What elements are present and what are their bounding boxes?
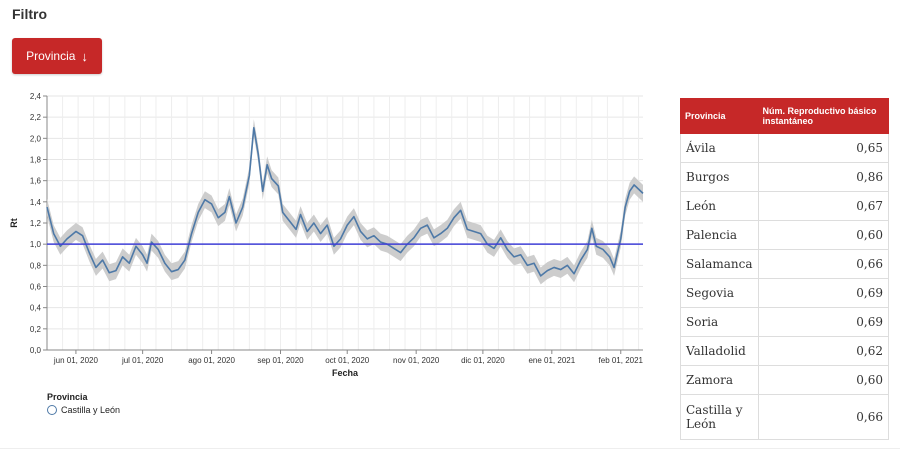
divider [0, 448, 900, 449]
province-cell: Castilla y León [680, 394, 759, 440]
province-button-label: Provincia [26, 49, 76, 63]
y-tick-label: 2,2 [30, 113, 42, 122]
y-tick-label: 0,6 [30, 283, 42, 292]
province-cell: Ávila [680, 133, 759, 163]
legend-item-label: Castilla y León [61, 405, 121, 415]
table-row: Ávila 0,65 [680, 133, 890, 163]
table-row: Burgos 0,86 [680, 162, 890, 192]
table-row: Salamanca 0,66 [680, 249, 890, 279]
x-tick-label: ene 01, 2021 [528, 356, 575, 365]
x-tick-label: nov 01, 2020 [393, 356, 440, 365]
table-row: Valladolid 0,62 [680, 336, 890, 366]
province-cell: Burgos [680, 162, 759, 192]
province-cell: Salamanca [680, 249, 759, 279]
rt-value-cell: 0,69 [757, 278, 890, 308]
legend-title: Provincia [47, 392, 88, 402]
y-axis-title: Rt [9, 218, 19, 228]
rt-value-cell: 0,66 [757, 249, 890, 279]
x-tick-label: jun 01, 2020 [53, 356, 99, 365]
rt-value-cell: 0,65 [757, 133, 890, 163]
y-tick-label: 1,6 [30, 177, 42, 186]
x-tick-label: ago 01, 2020 [188, 356, 235, 365]
y-tick-label: 2,0 [30, 134, 42, 143]
province-cell: Zamora [680, 365, 759, 395]
y-tick-label: 0,4 [30, 304, 42, 313]
x-tick-label: sep 01, 2020 [257, 356, 304, 365]
x-axis-title: Fecha [332, 368, 359, 378]
province-cell: Valladolid [680, 336, 759, 366]
chart-legend: Provincia Castilla y León [47, 392, 120, 415]
rt-line-chart: 0,0 0,2 0,4 0,6 0,8 1,0 1,2 1,4 1,6 1,8 2,0 2,2 2,4 j… [9, 92, 644, 378]
x-tick-label: dic 01, 2020 [461, 356, 505, 365]
y-tick-label: 1,8 [30, 156, 42, 165]
y-tick-label: 1,2 [30, 219, 42, 228]
y-tick-label: 1,4 [30, 198, 42, 207]
x-tick-label: jul 01, 2020 [121, 356, 164, 365]
province-rt-table: Provincia Núm. Reproductivo básico insta… [680, 98, 890, 440]
rt-series-line [46, 126, 644, 277]
filter-title: Filtro [12, 6, 47, 22]
table-header-row: Provincia Núm. Reproductivo básico insta… [680, 98, 890, 134]
legend-circle-icon [47, 405, 57, 415]
province-cell: Soria [680, 307, 759, 337]
x-tick-label: oct 01, 2020 [325, 356, 370, 365]
y-tick-label: 0,0 [30, 346, 42, 355]
y-tick-label: 0,8 [30, 261, 42, 270]
legend-item[interactable]: Castilla y León [47, 405, 120, 415]
x-tick-label: feb 01, 2021 [599, 356, 644, 365]
table-body: Ávila 0,65 Burgos 0,86 León 0,67 Palencia 0,60 S… [680, 133, 890, 440]
province-cell: León [680, 191, 759, 221]
rt-value-cell: 0,66 [757, 394, 890, 440]
rt-value-cell: 0,86 [757, 162, 890, 192]
table-row: Zamora 0,60 [680, 365, 890, 395]
rt-value-cell: 0,67 [757, 191, 890, 221]
table-row: Segovia 0,69 [680, 278, 890, 308]
table-row: Palencia 0,60 [680, 220, 890, 250]
province-sort-button[interactable]: Provincia ↓ [12, 38, 102, 74]
rt-value-cell: 0,69 [757, 307, 890, 337]
header-rt[interactable]: Núm. Reproductivo básico instantáneo [757, 98, 890, 134]
y-tick-label: 1,0 [30, 240, 42, 249]
arrow-down-icon: ↓ [81, 48, 88, 64]
table-row: Castilla y León 0,66 [680, 394, 890, 440]
y-tick-label: 0,2 [30, 325, 42, 334]
table-row: Soria 0,69 [680, 307, 890, 337]
province-cell: Segovia [680, 278, 759, 308]
confidence-band [47, 119, 643, 285]
rt-value-cell: 0,60 [757, 220, 890, 250]
header-province[interactable]: Provincia [680, 98, 759, 134]
province-cell: Palencia [680, 220, 759, 250]
rt-value-cell: 0,62 [757, 336, 890, 366]
table-row: León 0,67 [680, 191, 890, 221]
rt-value-cell: 0,60 [757, 365, 890, 395]
y-tick-label: 2,4 [30, 92, 42, 101]
